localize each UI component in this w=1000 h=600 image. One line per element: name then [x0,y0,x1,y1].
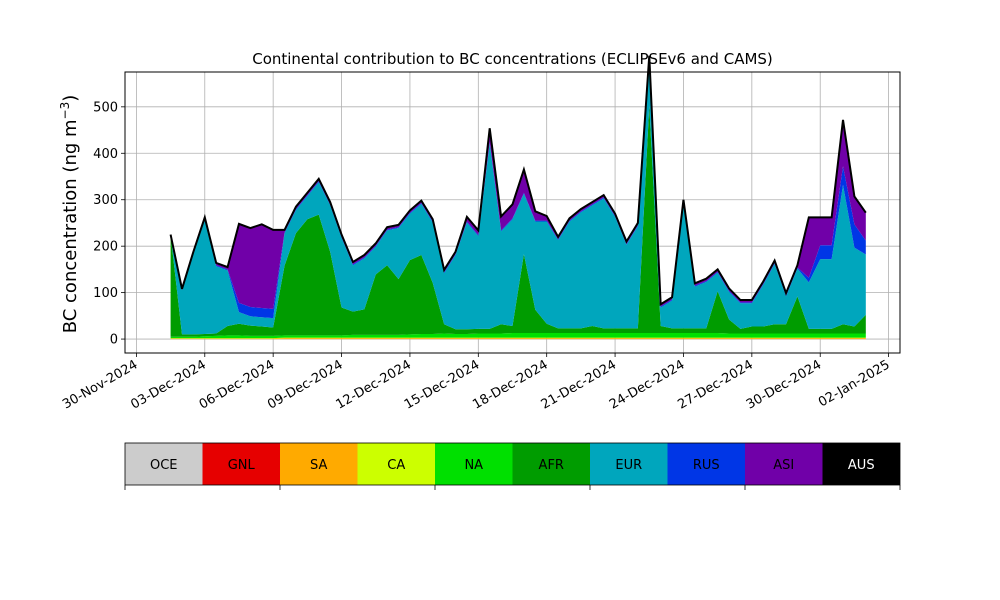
y-tick-label: 0 [110,333,118,348]
chart-title: Continental contribution to BC concentra… [252,50,773,68]
legend-swatch-rus [667,443,745,485]
x-tick-label: 12-Dec-2024 [334,357,414,412]
legend-label: AFR [539,458,564,473]
legend-swatch-na [435,443,513,485]
legend-label: GNL [228,458,256,473]
legend-swatch-sa [280,443,358,485]
area-series [170,55,866,340]
y-tick-label: 500 [93,100,118,115]
legend-label: EUR [615,458,642,473]
x-tick-label: 02-Jan-2025 [816,357,893,410]
area-ca [170,337,866,339]
x-tick-label: 15-Dec-2024 [402,357,482,412]
legend-swatch-eur [590,443,668,485]
x-tick-label: 06-Dec-2024 [197,357,277,412]
y-tick-label: 200 [93,240,118,255]
x-tick-label: 30-Dec-2024 [744,357,824,412]
legend-label: ASI [773,458,794,473]
area-sa [170,338,866,340]
x-tick-label: 30-Nov-2024 [60,357,140,412]
area-na [170,333,866,339]
y-tick-label: 300 [93,193,118,208]
legend-label: CA [387,458,405,473]
area-eur [170,58,866,335]
plot-frame [124,71,901,354]
legend-label: AUS [848,458,875,473]
legend-colorbar: OCE GNL SA CA NA AFR EUR RUS ASI AUS [124,442,901,490]
y-tick-label: 100 [93,286,118,301]
x-tick-label: 21-Dec-2024 [539,357,619,412]
legend-swatch-gnl [202,443,280,485]
x-tick-label: 27-Dec-2024 [675,357,755,412]
legend-frame [124,442,901,486]
legend-label: OCE [150,458,178,473]
legend-swatch-ca [357,443,435,485]
legend-swatch-aus [822,443,900,485]
x-tick-label: 24-Dec-2024 [607,357,687,412]
legend-label: RUS [693,458,720,473]
x-axis-ticks: 30-Nov-202403-Dec-202406-Dec-202409-Dec-… [60,353,893,413]
legend-swatch-oce [125,443,203,485]
x-tick-label: 09-Dec-2024 [265,357,345,412]
legend-label: SA [310,458,327,473]
x-tick-label: 18-Dec-2024 [470,357,550,412]
area-asi [170,55,866,309]
total-outline [169,55,867,306]
y-axis-ticks: 0 100 200 300 400 500 [93,100,125,348]
y-axis-label-close: ) [60,95,81,102]
y-axis-label: BC concentration (ng m−3) [58,95,81,334]
legend-label: NA [464,458,483,473]
total-line [169,55,867,306]
y-tick-label: 400 [93,147,118,162]
y-axis-label-exponent: −3 [58,102,72,120]
y-axis-label-main: BC concentration (ng m [60,119,81,333]
legend-swatch-afr [512,443,590,485]
x-tick-label: 03-Dec-2024 [128,357,208,412]
legend-swatch-asi [745,443,823,485]
area-afr [170,105,866,337]
